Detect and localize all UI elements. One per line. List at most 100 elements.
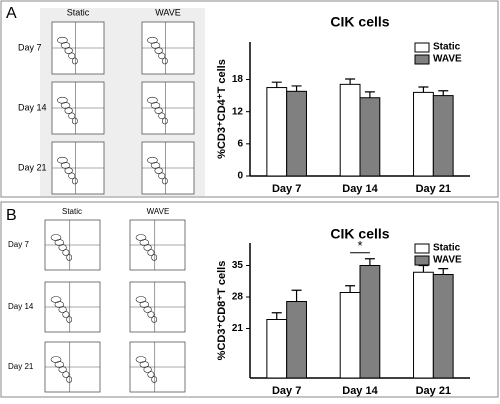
- event-cluster: [158, 112, 166, 120]
- legend-label: WAVE: [433, 255, 462, 266]
- panel-border: [0, 0, 499, 198]
- event-cluster: [66, 316, 73, 323]
- column-label: Static: [67, 7, 90, 17]
- event-cluster: [161, 177, 168, 185]
- annotation: *: [357, 238, 362, 253]
- event-cluster: [161, 117, 168, 125]
- event-cluster: [58, 306, 67, 313]
- legend-label: Static: [433, 42, 461, 53]
- legend-swatch: [414, 54, 430, 65]
- column-label: WAVE: [147, 207, 170, 216]
- column-label: WAVE: [155, 7, 181, 17]
- event-cluster: [158, 52, 166, 60]
- event-cluster: [154, 107, 163, 114]
- row-label: Day 7: [18, 42, 42, 52]
- x-tick-label: Day 14: [342, 385, 378, 397]
- y-axis-label: %CD3⁺CD8⁺T cells: [216, 261, 228, 361]
- event-cluster: [66, 254, 73, 261]
- event-cluster: [143, 244, 152, 251]
- event-cluster: [71, 177, 78, 185]
- bar: [339, 292, 361, 379]
- row-label: Day 7: [8, 240, 29, 249]
- x-tick-label: Day 7: [272, 183, 301, 195]
- event-cluster: [154, 47, 163, 54]
- row-label: Day 21: [18, 162, 47, 172]
- error-bar: [418, 86, 429, 93]
- event-cluster: [143, 306, 152, 313]
- event-cluster: [68, 172, 76, 180]
- event-cluster: [161, 57, 168, 65]
- bar: [286, 301, 307, 379]
- event-cluster: [154, 167, 163, 174]
- event-cluster: [147, 249, 155, 256]
- legend-swatch: [414, 255, 430, 266]
- x-tick-label: Day 14: [342, 183, 378, 195]
- y-tick-label: 12: [232, 106, 244, 117]
- bar: [432, 274, 454, 379]
- x-tick-label: Day 21: [416, 183, 451, 195]
- bar: [359, 97, 381, 177]
- row-label: Day 14: [18, 102, 47, 112]
- event-cluster: [62, 311, 70, 318]
- error-bar: [345, 78, 356, 85]
- row-label: Day 21: [8, 362, 34, 371]
- bar: [413, 91, 434, 177]
- panel-letter: B: [6, 207, 17, 224]
- bar: [413, 271, 434, 379]
- error-bar: [345, 285, 356, 293]
- event-cluster: [71, 57, 78, 65]
- error-bar: [438, 90, 449, 96]
- event-cluster: [62, 249, 70, 256]
- y-tick-label: 21: [232, 323, 244, 334]
- error-bar: [271, 312, 282, 320]
- event-cluster: [151, 254, 158, 261]
- legend-swatch: [414, 42, 430, 53]
- error-bar: [364, 258, 375, 266]
- event-cluster: [158, 172, 166, 180]
- y-tick-label: 18: [232, 74, 244, 85]
- legend-swatch: [414, 243, 430, 254]
- row-label: Day 14: [8, 302, 34, 311]
- y-tick-label: 28: [232, 292, 244, 303]
- event-cluster: [68, 112, 76, 120]
- event-cluster: [68, 52, 76, 60]
- y-axis-label: %CD3⁺CD4⁺T cells: [216, 59, 228, 159]
- column-label: Static: [62, 207, 82, 216]
- x-tick-label: Day 7: [272, 385, 301, 397]
- error-bar: [438, 268, 449, 275]
- event-cluster: [147, 311, 155, 318]
- chart-title: CIK cells: [330, 226, 389, 242]
- panel-border: [0, 201, 499, 398]
- bar: [266, 319, 288, 379]
- panel-letter: A: [6, 5, 17, 22]
- chart-title: CIK cells: [330, 14, 389, 30]
- event-cluster: [143, 366, 152, 373]
- event-cluster: [64, 47, 73, 54]
- error-bar: [291, 85, 302, 92]
- error-bar: [291, 289, 302, 302]
- event-cluster: [64, 167, 73, 174]
- y-tick-label: 35: [232, 260, 244, 271]
- event-cluster: [147, 371, 155, 378]
- legend-label: Static: [433, 243, 461, 254]
- event-cluster: [151, 316, 158, 323]
- event-cluster: [64, 107, 73, 114]
- y-tick-label: 6: [237, 138, 243, 149]
- bar: [432, 95, 454, 177]
- event-cluster: [66, 376, 73, 383]
- error-bar: [418, 264, 429, 273]
- legend-label: WAVE: [433, 54, 462, 65]
- bar: [266, 87, 288, 177]
- bar: [359, 265, 381, 379]
- event-cluster: [62, 371, 70, 378]
- error-bar: [364, 91, 375, 98]
- y-tick-label: 0: [237, 171, 243, 182]
- x-tick-label: Day 21: [416, 385, 451, 397]
- error-bar: [271, 81, 282, 88]
- event-cluster: [151, 376, 158, 383]
- event-cluster: [71, 117, 78, 125]
- bar: [286, 90, 307, 177]
- bar: [339, 83, 361, 177]
